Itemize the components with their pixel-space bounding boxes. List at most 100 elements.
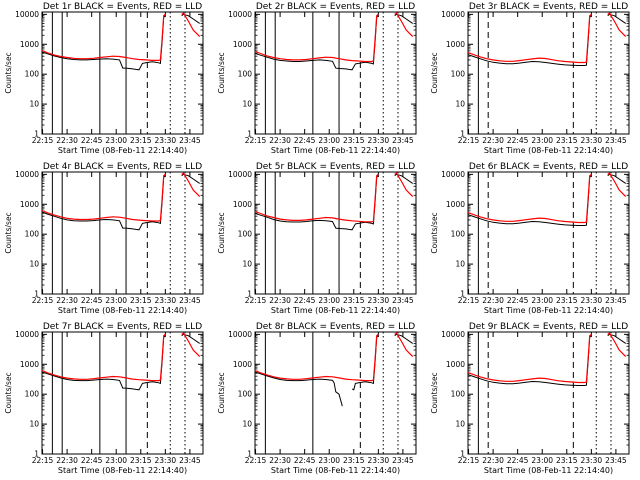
- series-lld-line: [468, 172, 627, 224]
- x-axis-label: Start Time (08-Feb-11 22:14:40): [271, 306, 400, 315]
- y-tick-label: 10000: [441, 10, 465, 19]
- y-axis-label: Counts/sec: [430, 52, 439, 93]
- series-lld-line: [255, 332, 414, 382]
- x-tick-label: 22:30: [269, 456, 291, 465]
- y-tick-label: 1: [247, 450, 252, 459]
- y-tick-label: 1: [34, 450, 39, 459]
- y-tick-label: 10: [455, 100, 465, 109]
- chart-title: Det 7r BLACK = Events, RED = LLD: [43, 322, 202, 332]
- series-events-line: [255, 173, 413, 231]
- x-tick-label: 22:30: [56, 456, 78, 465]
- y-tick-label: 100: [451, 230, 466, 239]
- x-tick-label: 23:15: [343, 136, 365, 145]
- y-tick-label: 10000: [228, 170, 252, 179]
- x-axis-label: Start Time (08-Feb-11 22:14:40): [271, 466, 400, 475]
- x-tick-label: 22:45: [81, 456, 103, 465]
- x-tick-label: 23:30: [368, 136, 390, 145]
- x-tick-label: 23:00: [105, 296, 127, 305]
- x-tick-label: 22:45: [294, 456, 316, 465]
- y-tick-label: 100: [25, 230, 40, 239]
- y-tick-label: 1: [460, 450, 465, 459]
- y-axis-label: Counts/sec: [217, 372, 226, 413]
- x-tick-label: 23:00: [105, 136, 127, 145]
- x-tick-label: 23:45: [179, 136, 201, 145]
- chart-title: Det 2r BLACK = Events, RED = LLD: [256, 2, 415, 12]
- x-tick-label: 23:15: [343, 296, 365, 305]
- y-tick-label: 10: [29, 100, 39, 109]
- plot-frame: [254, 11, 417, 135]
- y-tick-label: 1000: [233, 40, 252, 49]
- detector-panel-4: Det 4r BLACK = Events, RED = LLD 1 10 100 10…: [4, 162, 204, 315]
- plot-frame: [254, 331, 417, 455]
- x-tick-label: 23:45: [392, 136, 414, 145]
- plot-frame: [254, 171, 417, 295]
- x-tick-label: 22:15: [245, 296, 267, 305]
- series-lld-line: [42, 332, 201, 382]
- x-tick-label: 23:45: [179, 296, 201, 305]
- x-tick-label: 22:30: [269, 296, 291, 305]
- x-tick-label: 22:45: [81, 136, 103, 145]
- y-axis-label: Counts/sec: [4, 212, 13, 253]
- y-tick-label: 10: [29, 260, 39, 269]
- x-tick-label: 23:00: [531, 456, 553, 465]
- y-tick-label: 10000: [228, 10, 252, 19]
- x-tick-label: 23:45: [392, 456, 414, 465]
- y-tick-label: 1000: [446, 200, 465, 209]
- y-tick-label: 1: [460, 290, 465, 299]
- detector-panel-6: Det 6r BLACK = Events, RED = LLD 1 10 100 10…: [430, 162, 630, 315]
- x-tick-label: 23:00: [531, 136, 553, 145]
- detector-panel-1: Det 1r BLACK = Events, RED = LLD 1 10 100 10…: [4, 2, 204, 155]
- plot-frame: [467, 331, 630, 455]
- y-tick-label: 10000: [15, 10, 39, 19]
- x-tick-label: 23:15: [130, 456, 152, 465]
- y-tick-label: 10000: [441, 170, 465, 179]
- plot-frame: [467, 11, 630, 135]
- y-tick-label: 100: [25, 390, 40, 399]
- y-tick-label: 1: [34, 290, 39, 299]
- series-events-line: [255, 333, 413, 407]
- x-tick-label: 23:15: [130, 296, 152, 305]
- y-tick-label: 100: [451, 390, 466, 399]
- x-tick-label: 23:00: [318, 296, 340, 305]
- y-axis-label: Counts/sec: [4, 52, 13, 93]
- y-tick-label: 100: [238, 70, 253, 79]
- chart-title: Det 8r BLACK = Events, RED = LLD: [256, 322, 415, 332]
- detector-panel-9: Det 9r BLACK = Events, RED = LLD 1 10 100 10…: [430, 322, 630, 475]
- y-tick-label: 10: [29, 420, 39, 429]
- x-tick-label: 22:30: [56, 136, 78, 145]
- detector-panel-5: Det 5r BLACK = Events, RED = LLD 1 10 100 10…: [217, 162, 417, 315]
- chart-title: Det 4r BLACK = Events, RED = LLD: [43, 162, 202, 172]
- x-tick-label: 23:15: [556, 136, 578, 145]
- y-axis-label: Counts/sec: [4, 372, 13, 413]
- x-tick-label: 23:30: [368, 456, 390, 465]
- plot-frame: [467, 171, 630, 295]
- y-tick-label: 1000: [20, 40, 39, 49]
- x-tick-label: 23:15: [556, 456, 578, 465]
- x-tick-label: 22:15: [245, 456, 267, 465]
- y-tick-label: 10000: [15, 330, 39, 339]
- x-axis-label: Start Time (08-Feb-11 22:14:40): [58, 306, 187, 315]
- series-events-line: [42, 13, 200, 71]
- y-tick-label: 1: [247, 130, 252, 139]
- x-tick-label: 22:15: [245, 136, 267, 145]
- y-tick-label: 10: [455, 260, 465, 269]
- x-tick-label: 23:30: [581, 296, 603, 305]
- y-tick-label: 100: [451, 70, 466, 79]
- x-tick-label: 23:00: [531, 296, 553, 305]
- x-tick-label: 22:15: [32, 296, 54, 305]
- x-axis-label: Start Time (08-Feb-11 22:14:40): [484, 466, 613, 475]
- x-tick-label: 23:30: [581, 136, 603, 145]
- x-tick-label: 23:30: [155, 296, 177, 305]
- y-tick-label: 100: [25, 70, 40, 79]
- series-lld-line: [468, 332, 627, 384]
- series-events-line: [468, 333, 626, 386]
- x-tick-label: 22:30: [482, 136, 504, 145]
- y-tick-label: 100: [238, 230, 253, 239]
- x-axis-label: Start Time (08-Feb-11 22:14:40): [484, 306, 613, 315]
- x-tick-label: 23:00: [318, 456, 340, 465]
- plot-frame: [41, 171, 204, 295]
- series-events-line: [468, 13, 626, 66]
- chart-title: Det 3r BLACK = Events, RED = LLD: [469, 2, 628, 12]
- chart-title: Det 6r BLACK = Events, RED = LLD: [469, 162, 628, 172]
